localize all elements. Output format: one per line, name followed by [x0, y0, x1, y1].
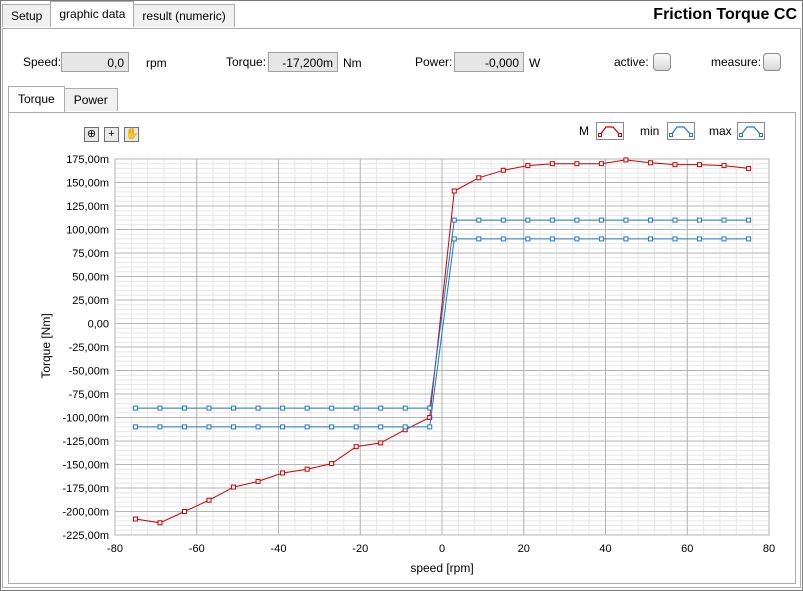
- main-tabs: Setup graphic data result (numeric): [2, 1, 235, 28]
- chart-tabs: Torque Power: [8, 86, 118, 112]
- torque-field[interactable]: -17,200m: [268, 52, 338, 72]
- measure-label: measure:: [711, 55, 762, 69]
- torque-label: Torque:: [226, 55, 267, 69]
- legend-swatch-min[interactable]: [667, 122, 695, 140]
- power-unit: W: [529, 56, 541, 70]
- speed-unit: rpm: [146, 56, 167, 70]
- legend-swatch-max[interactable]: [737, 122, 765, 140]
- zoom-icon[interactable]: ⊕: [84, 127, 99, 142]
- power-field[interactable]: -0,000: [454, 52, 524, 72]
- tab-graphic-data[interactable]: graphic data: [50, 1, 135, 27]
- legend-label-max: max: [709, 124, 732, 138]
- pan-hand-icon[interactable]: ✋: [124, 127, 139, 142]
- tab-torque[interactable]: Torque: [8, 86, 65, 112]
- tab-power[interactable]: Power: [63, 88, 118, 111]
- active-label: active:: [614, 55, 649, 69]
- crosshair-icon[interactable]: +: [104, 127, 119, 142]
- legend-swatch-m[interactable]: [596, 122, 624, 140]
- torque-unit: Nm: [343, 56, 362, 70]
- chart-panel: [8, 112, 796, 584]
- app-title: Friction Torque CC: [653, 6, 797, 23]
- speed-label: Speed:: [23, 55, 62, 69]
- tab-result-numeric[interactable]: result (numeric): [133, 4, 235, 27]
- speed-field[interactable]: 0,0: [61, 52, 129, 72]
- legend-label-min: min: [640, 124, 660, 138]
- legend-label-m: M: [579, 124, 589, 138]
- measure-indicator[interactable]: [763, 53, 781, 71]
- power-label: Power:: [415, 55, 453, 69]
- tab-setup[interactable]: Setup: [2, 4, 52, 27]
- active-indicator[interactable]: [653, 53, 671, 71]
